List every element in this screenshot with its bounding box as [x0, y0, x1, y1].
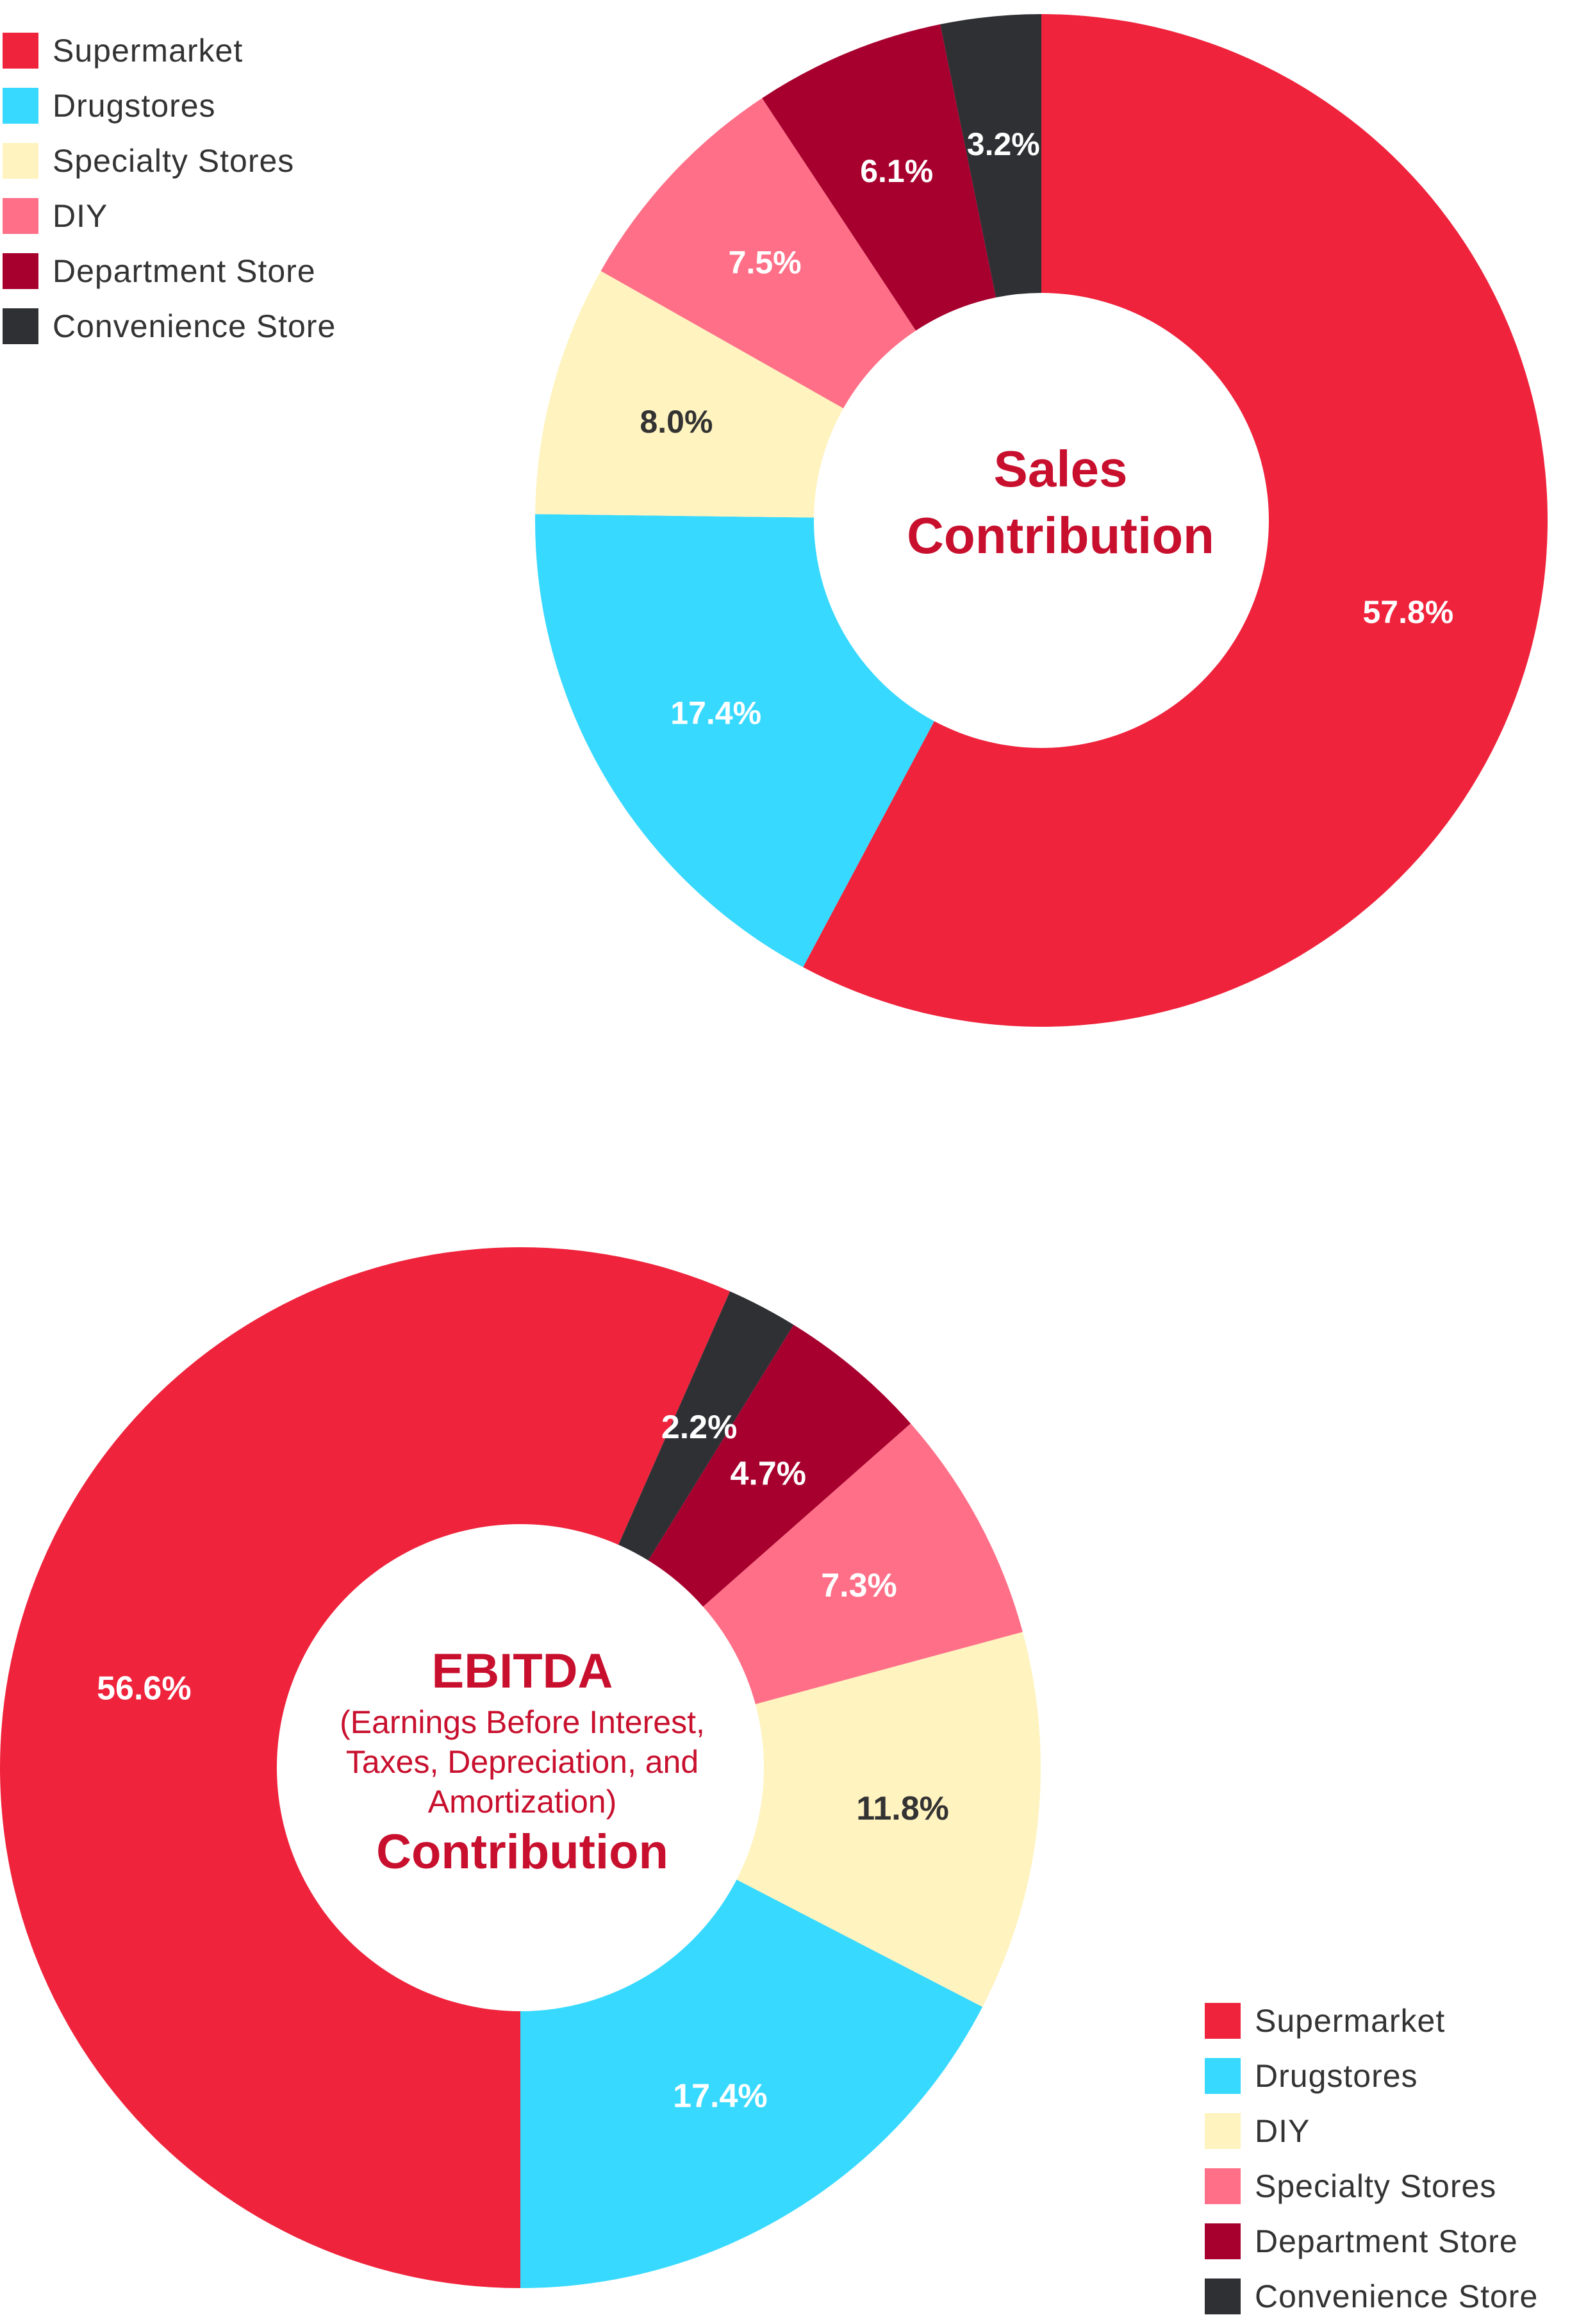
legend-swatch: [1205, 2058, 1241, 2094]
legend-swatch: [3, 308, 38, 344]
ebitda-title-line1: EBITDA: [431, 1644, 613, 1698]
data-label-diy: 7.5%: [729, 244, 802, 280]
data-label-drugstores: 17.4%: [673, 2078, 767, 2115]
legend-swatch: [1205, 2003, 1241, 2039]
sales-title-line2: Contribution: [907, 507, 1214, 564]
data-label-specialty-stores: 8.0%: [640, 404, 713, 440]
slice-drugstores: [520, 1879, 983, 2288]
data-label-supermarket: 57.8%: [1362, 594, 1453, 630]
legend-label: DIY: [1255, 2113, 1310, 2149]
data-label-diy: 11.8%: [856, 1790, 949, 1827]
ebitda-subtitle-line3: Amortization): [427, 1784, 617, 1820]
legend-swatch: [3, 33, 38, 69]
legend-label: Department Store: [1255, 2223, 1518, 2259]
data-label-drugstores: 17.4%: [670, 695, 761, 731]
legend-item-department-store: Department Store: [1205, 2214, 1538, 2269]
data-label-specialty-stores: 7.3%: [821, 1567, 897, 1604]
legend-label: Supermarket: [1255, 2003, 1446, 2039]
legend-swatch: [3, 88, 38, 124]
ebitda-subtitle-line1: (Earnings Before Interest,: [340, 1704, 705, 1740]
legend-item-drugstores: Drugstores: [1205, 2048, 1538, 2104]
legend-label: Specialty Stores: [1255, 2168, 1497, 2204]
ebitda-subtitle-line2: Taxes, Depreciation, and: [345, 1744, 699, 1780]
legend-item-supermarket: Supermarket: [3, 23, 336, 78]
slice-diy: [600, 98, 916, 409]
slice-supermarket: [803, 14, 1548, 1027]
legend-item-diy: DIY: [1205, 2104, 1538, 2159]
sales-chart-title: Sales Contribution: [884, 436, 1237, 569]
slice-convenience-store: [940, 14, 1041, 298]
legend-label: Supermarket: [53, 33, 244, 69]
legend-item-convenience-store: Convenience Store: [1205, 2269, 1538, 2324]
slice-drugstores: [535, 514, 934, 968]
data-label-convenience-store: 3.2%: [967, 126, 1040, 162]
legend-swatch: [1205, 2168, 1241, 2204]
sales-legend: Supermarket Drugstores Specialty Stores …: [3, 23, 336, 354]
ebitda-legend: Supermarket Drugstores DIY Specialty Sto…: [1205, 1993, 1538, 2324]
slice-specialty-stores: [535, 270, 844, 518]
legend-label: Specialty Stores: [53, 143, 295, 179]
legend-swatch: [1205, 2278, 1241, 2314]
slice-department-store: [762, 24, 996, 331]
legend-item-specialty-stores: Specialty Stores: [1205, 2159, 1538, 2214]
legend-label: Convenience Store: [53, 308, 336, 344]
legend-swatch: [1205, 2223, 1241, 2259]
sales-donut-chart: 57.8% 17.4% 8.0% 7.5% 6.1% 3.2%: [535, 14, 1548, 1027]
legend-label: Drugstores: [1255, 2058, 1418, 2094]
legend-label: Convenience Store: [1255, 2278, 1539, 2314]
legend-item-specialty-stores: Specialty Stores: [3, 133, 336, 188]
slice-specialty-stores: [703, 1423, 1023, 1704]
legend-label: Drugstores: [53, 88, 216, 124]
legend-label: DIY: [53, 198, 108, 234]
slice-diy: [736, 1632, 1041, 2007]
legend-item-diy: DIY: [3, 188, 336, 244]
ebitda-title-line2: Contribution: [376, 1825, 668, 1879]
data-label-department-store: 6.1%: [860, 153, 933, 189]
legend-swatch: [1205, 2113, 1241, 2149]
legend-label: Department Store: [53, 253, 316, 289]
data-label-convenience-store: 2.2%: [661, 1409, 738, 1446]
ebitda-chart-title: EBITDA (Earnings Before Interest, Taxes,…: [282, 1641, 763, 1883]
legend-item-drugstores: Drugstores: [3, 78, 336, 133]
ebitda-donut-chart: 56.6% 17.4% 11.8% 7.3% 4.7% 2.2%: [0, 1247, 1041, 2288]
legend-item-supermarket: Supermarket: [1205, 1993, 1538, 2048]
data-label-department-store: 4.7%: [731, 1455, 807, 1492]
legend-swatch: [3, 253, 38, 289]
sales-title-line1: Sales: [993, 440, 1128, 497]
legend-swatch: [3, 143, 38, 179]
data-label-supermarket: 56.6%: [97, 1670, 191, 1707]
slice-supermarket: [0, 1247, 731, 2288]
legend-swatch: [3, 198, 38, 234]
legend-item-department-store: Department Store: [3, 244, 336, 299]
slice-department-store: [648, 1324, 911, 1607]
legend-item-convenience-store: Convenience Store: [3, 299, 336, 354]
slice-convenience-store: [618, 1291, 794, 1561]
